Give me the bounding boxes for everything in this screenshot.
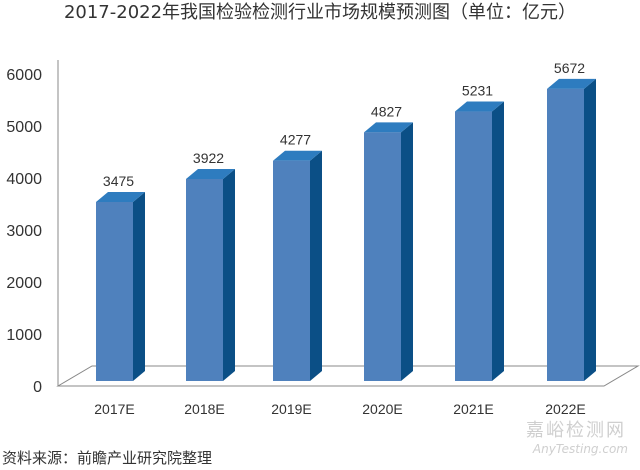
- bar-2022E: [547, 88, 584, 382]
- x-tick-label: 2017E: [94, 401, 134, 417]
- x-tick-label: 2018E: [184, 401, 224, 417]
- y-tick-label: 0: [33, 379, 42, 396]
- y-tick-label: 5000: [6, 119, 42, 136]
- bar-2018E: [186, 178, 223, 381]
- bar-top: [364, 122, 413, 133]
- x-tick-label: 2021E: [453, 401, 493, 417]
- bar-top: [96, 192, 145, 202]
- bar-side: [492, 101, 504, 381]
- data-label: 4827: [371, 103, 402, 119]
- bar-side: [584, 78, 596, 382]
- bar-side: [223, 168, 235, 381]
- source-note: 资料来源：前瞻产业研究院整理: [2, 449, 213, 467]
- y-tick-label: 6000: [6, 67, 42, 84]
- bar-top: [547, 78, 596, 89]
- floor-plane: [56, 365, 640, 387]
- chart-title: 2017-2022年我国检验检测行业市场规模预测图（单位：亿元）: [63, 2, 577, 23]
- bar-2017E: [96, 202, 133, 381]
- bar-side: [401, 122, 413, 381]
- data-label: 5231: [462, 83, 493, 99]
- y-tick-label: 4000: [6, 171, 42, 188]
- bar-top: [273, 150, 322, 161]
- watermark-cn: 嘉峪检测网: [526, 420, 626, 441]
- watermark-en: AnyTesting.com: [532, 442, 628, 456]
- bar-2020E: [364, 132, 401, 381]
- y-tick-label: 1000: [6, 327, 42, 344]
- data-label: 3922: [193, 150, 224, 166]
- bar-top: [455, 101, 504, 112]
- bar-side: [133, 192, 145, 381]
- data-label: 5672: [554, 60, 585, 76]
- x-tick-label: 2019E: [271, 401, 311, 417]
- bar-side: [310, 150, 322, 381]
- bar-2019E: [273, 160, 310, 381]
- data-label: 4277: [280, 132, 311, 148]
- bar-top: [186, 168, 235, 179]
- x-tick-label: 2022E: [545, 401, 585, 417]
- bar-2021E: [455, 111, 492, 381]
- x-tick-label: 2020E: [362, 401, 402, 417]
- y-tick-label: 2000: [6, 275, 42, 292]
- data-label: 3475: [103, 173, 134, 189]
- y-tick-label: 3000: [6, 223, 42, 240]
